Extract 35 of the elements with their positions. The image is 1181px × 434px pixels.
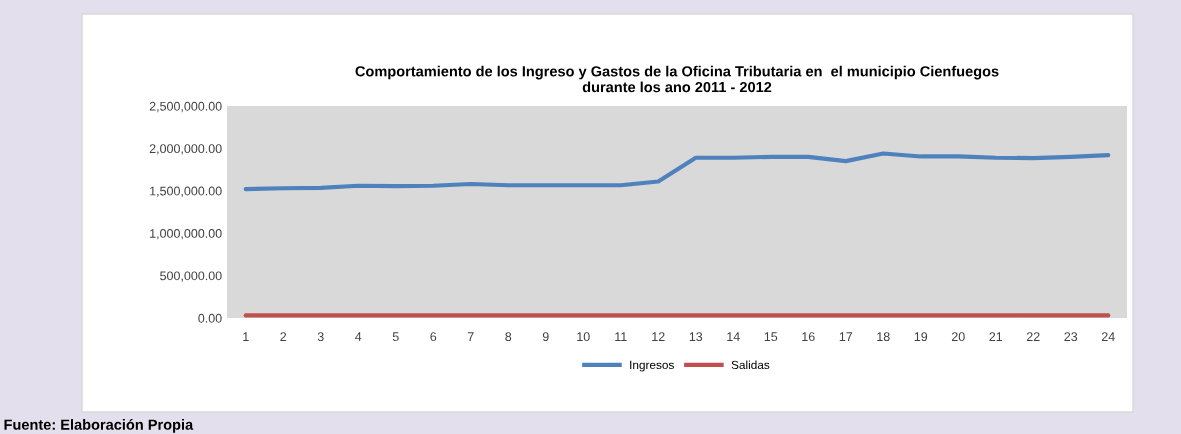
x-tick-label: 14: [727, 332, 740, 341]
x-tick-label: 8: [505, 332, 512, 342]
x-tick-label: 20: [951, 332, 965, 342]
legend-label: Salidas: [731, 360, 770, 370]
x-tick-label: 19: [914, 332, 928, 342]
y-tick-label: 1,500,000.00: [150, 186, 222, 197]
chart-title: Comportamiento de los Ingreso y Gastos de la Oficina Tributaria en el municipio Cienfuegos durante los ano 2011 - 2012: [355, 65, 999, 93]
x-tick-label: 16: [802, 332, 815, 342]
x-tick-label: 21: [989, 332, 1003, 341]
x-tick-label: 5: [392, 332, 399, 342]
x-tick-label: 2: [280, 332, 287, 341]
x-tick-label: 9: [542, 332, 549, 342]
x-tick-label: 11: [615, 332, 627, 341]
source-note: Fuente: Elaboración Propia: [4, 418, 194, 433]
x-tick-label: 15: [764, 332, 778, 342]
x-tick-label: 24: [1101, 332, 1115, 341]
x-tick-label: 22: [1026, 332, 1040, 341]
y-tick-label: 2,500,000.00: [149, 101, 222, 113]
y-tick-label: 1,000,000.00: [150, 229, 222, 240]
x-tick-label: 13: [689, 332, 703, 342]
x-tick-label: 4: [355, 332, 362, 341]
y-tick-label: 0.00: [198, 313, 222, 323]
x-tick-label: 17: [839, 332, 853, 341]
x-tick-label: 10: [577, 332, 590, 342]
x-tick-label: 18: [877, 332, 890, 342]
x-tick-label: 7: [467, 332, 474, 341]
x-tick-label: 3: [317, 332, 324, 342]
legend-label: Ingresos: [630, 360, 674, 372]
x-tick-label: 1: [243, 332, 249, 341]
y-tick-label: 500,000.00: [160, 271, 222, 282]
line-series: [243, 151, 1111, 192]
x-tick-label: 6: [430, 332, 437, 342]
x-tick-label: 12: [652, 332, 665, 341]
x-tick-label: 23: [1064, 332, 1078, 342]
y-tick-label: 2,000,000.00: [149, 144, 222, 155]
